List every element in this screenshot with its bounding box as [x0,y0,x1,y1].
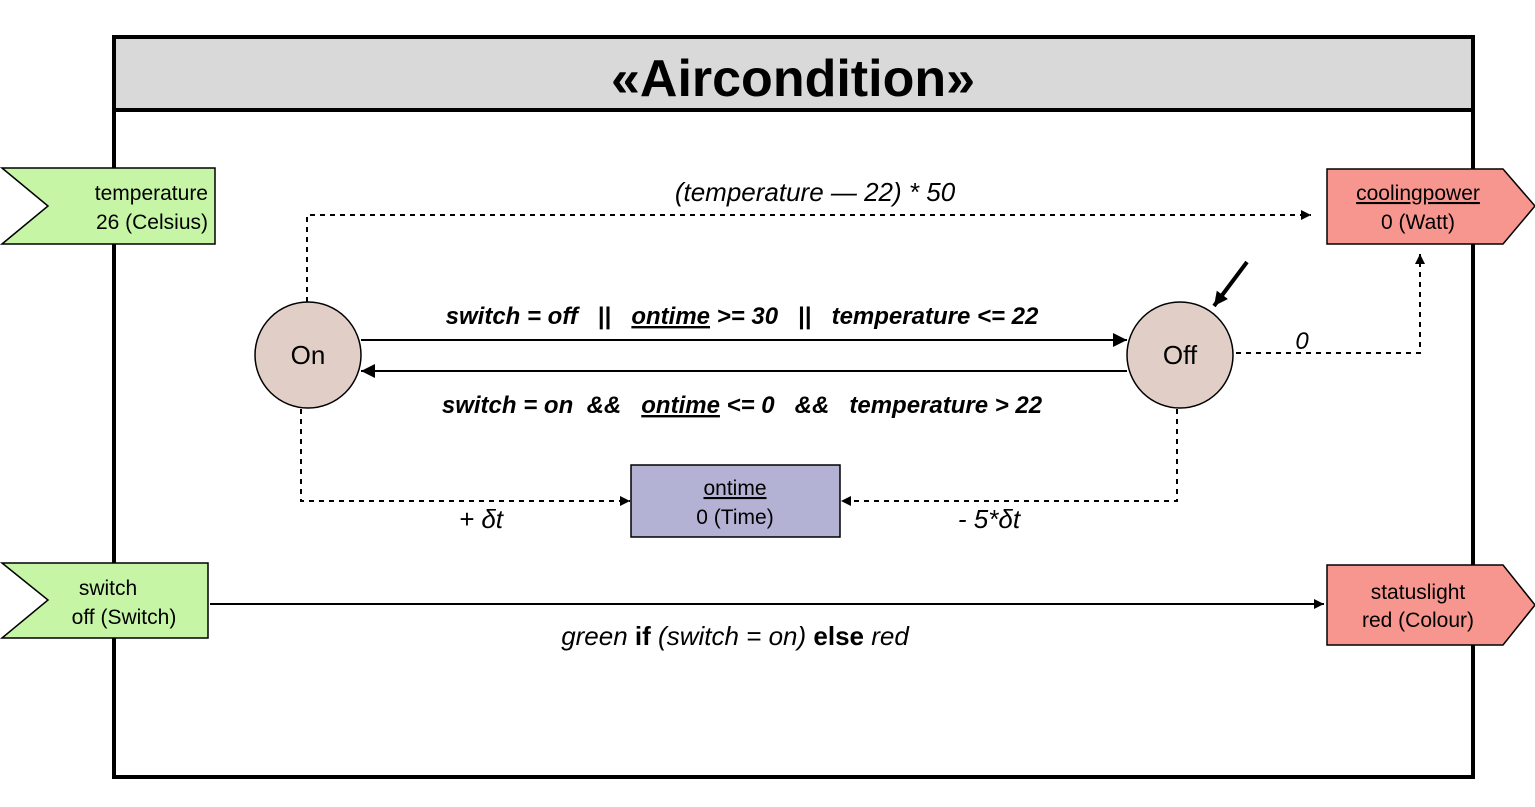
switch-port-value: off (Switch) [72,606,177,629]
flow-switch-to-statuslight-label: green if (switch = on) else red [561,621,910,651]
statuslight-output-port[interactable] [1326,564,1535,646]
statuslight-port-name: statuslight [1371,581,1466,604]
block-title: «Aircondition» [611,50,975,108]
flow-off-to-ontime-label: - 5*δt [958,504,1022,534]
flow-on-to-ontime-label: + δt [459,504,505,534]
block-frame [112,35,1475,779]
state-off-label: Off [1163,340,1198,370]
state-off[interactable] [1126,301,1234,409]
temperature-port-name: temperature [95,182,208,205]
coolingpower-port-name: coolingpower [1356,182,1480,205]
ontime-variable[interactable] [630,464,841,538]
temperature-port-value: 26 (Celsius) [96,211,208,234]
switch-port-name: switch [79,577,137,600]
flow-off-to-coolingpower [1236,254,1425,354]
flow-on-to-coolingpower-label: (temperature — 22) * 50 [675,177,956,207]
switch-input-port[interactable] [0,562,209,639]
coolingpower-output-port[interactable] [1326,168,1535,245]
flow-off-to-ontime [841,409,1178,506]
flow-on-to-ontime [300,409,630,506]
state-on-label: On [291,340,326,370]
initial-state-arrow [1212,260,1249,308]
flow-off-to-coolingpower-label: 0 [1295,328,1309,355]
transition-off-to-on-guard: switch = on && ontime <= 0 && temperatur… [442,392,1043,419]
ontime-variable-value: 0 (Time) [696,506,773,529]
block-header [112,35,1475,112]
temperature-input-port[interactable] [0,167,216,245]
state-on[interactable] [254,301,362,409]
ontime-variable-name: ontime [703,477,766,500]
transition-on-to-off-guard: switch = off || ontime >= 30 || temperat… [446,303,1039,330]
coolingpower-port-value: 0 (Watt) [1381,211,1455,234]
statuslight-port-value: red (Colour) [1362,609,1474,632]
